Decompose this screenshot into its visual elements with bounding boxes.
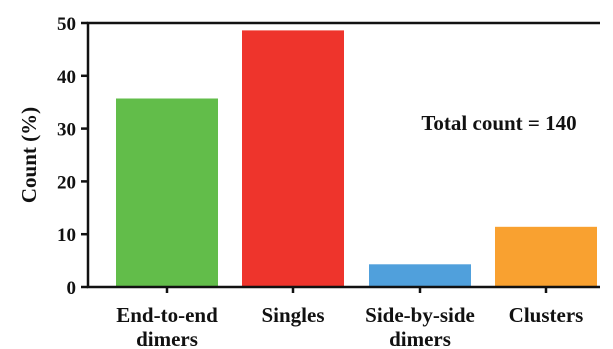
x-category-label: End-to-end dimers xyxy=(116,303,218,349)
bar-3 xyxy=(495,226,597,287)
y-tick-label: 30 xyxy=(57,120,76,141)
bars xyxy=(116,30,597,288)
bar-0 xyxy=(116,98,218,287)
y-tick-label: 10 xyxy=(57,225,76,246)
y-tick-label: 50 xyxy=(57,14,76,35)
y-tick-label: 40 xyxy=(57,67,76,88)
y-axis-ticks: 0 10 20 30 40 50 xyxy=(57,14,88,299)
x-category-label: Singles xyxy=(261,303,324,327)
y-tick-label: 0 xyxy=(67,278,77,299)
x-category-label: Clusters xyxy=(509,303,584,327)
x-category-label: Side-by-side dimers xyxy=(365,303,475,349)
x-category-label-line: dimers xyxy=(136,327,198,349)
plot-frame xyxy=(86,21,600,289)
x-category-label-line: Side-by-side xyxy=(365,303,475,327)
y-tick-label: 20 xyxy=(57,172,76,193)
bar-2 xyxy=(369,264,471,287)
total-count-annotation: Total count = 140 xyxy=(421,111,576,135)
x-category-label-line: End-to-end xyxy=(116,303,218,327)
x-category-label-line: Clusters xyxy=(509,303,584,327)
bar-1 xyxy=(242,30,344,288)
y-axis-label: Count (%) xyxy=(17,107,41,203)
x-category-label-line: dimers xyxy=(389,327,451,349)
x-category-label-line: Singles xyxy=(261,303,324,327)
